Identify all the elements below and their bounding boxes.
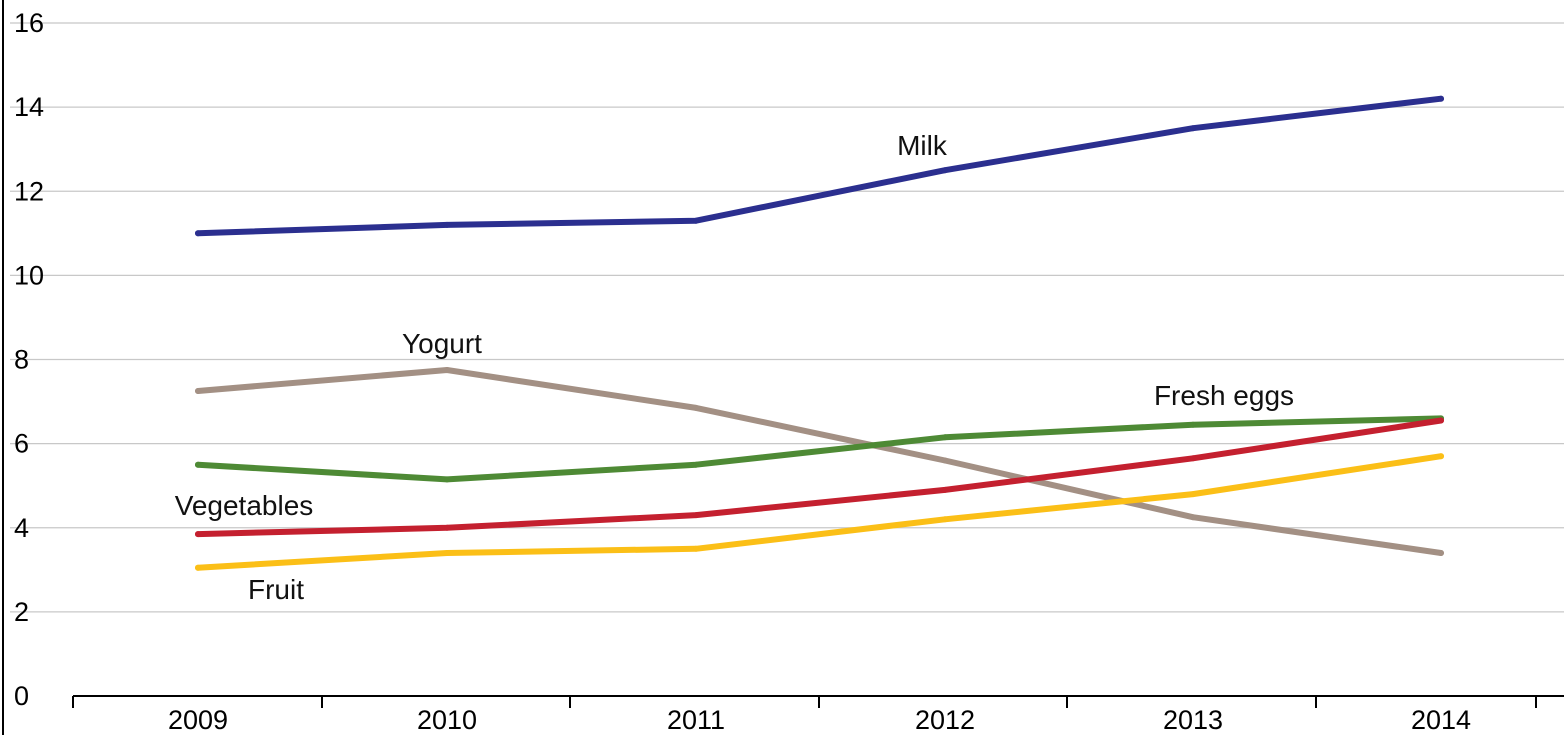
data-point-fruit — [1438, 453, 1444, 460]
data-point-fresh-eggs — [942, 434, 948, 441]
data-point-yogurt — [444, 367, 450, 373]
series-label-fresh-eggs: Fresh eggs — [1154, 380, 1294, 411]
data-point-yogurt — [1438, 550, 1444, 556]
data-point-yogurt — [1190, 514, 1196, 521]
series-labels: Milk Yogurt Fresh eggs Vegetables Fruit — [175, 130, 1294, 605]
x-tick-label: 2010 — [417, 705, 477, 735]
data-point-milk — [195, 230, 201, 237]
x-tick-label: 2011 — [667, 705, 725, 735]
data-point-milk — [1190, 125, 1196, 132]
series-line-yogurt — [195, 367, 1444, 556]
data-point-fresh-eggs — [693, 461, 699, 468]
y-tick-label: 0 — [14, 681, 29, 711]
y-tick-label: 4 — [14, 513, 29, 543]
x-tick-label: 2012 — [915, 705, 975, 735]
data-point-fresh-eggs — [1190, 421, 1196, 428]
series-label-milk: Milk — [897, 130, 948, 161]
series-label-yogurt: Yogurt — [402, 328, 482, 359]
data-point-fresh-eggs — [195, 461, 201, 468]
data-point-milk — [1438, 95, 1444, 102]
data-point-yogurt — [195, 388, 201, 394]
x-tick-label: 2009 — [168, 705, 228, 735]
data-point-fruit — [693, 545, 699, 552]
data-point-milk — [693, 217, 699, 224]
data-point-fruit — [444, 550, 450, 556]
y-tick-label: 10 — [14, 260, 44, 290]
data-point-vegetables — [942, 486, 948, 493]
data-point-fruit — [942, 516, 948, 523]
data-point-vegetables — [1438, 417, 1444, 424]
series-line-fresh-eggs — [195, 415, 1444, 483]
y-tick-label: 2 — [14, 597, 29, 627]
series-lines — [195, 95, 1444, 571]
data-point-fruit — [1190, 491, 1196, 498]
y-tick-label: 12 — [14, 176, 44, 206]
data-point-milk — [942, 167, 948, 174]
y-tick-label: 14 — [14, 92, 44, 122]
series-line-vegetables — [195, 417, 1444, 538]
y-tick-label: 6 — [14, 429, 29, 459]
data-point-fresh-eggs — [444, 476, 450, 483]
data-point-fruit — [195, 564, 201, 571]
y-tick-label: 8 — [14, 345, 29, 375]
y-tick-label: 16 — [14, 8, 44, 38]
data-point-vegetables — [195, 531, 201, 538]
data-point-vegetables — [693, 512, 699, 519]
data-point-milk — [444, 221, 450, 228]
data-point-vegetables — [444, 524, 450, 531]
data-point-vegetables — [1190, 455, 1196, 462]
series-line-fruit — [195, 453, 1444, 571]
gridlines — [10, 22, 1564, 613]
series-line-milk — [195, 95, 1444, 237]
series-label-vegetables: Vegetables — [175, 490, 314, 521]
data-point-yogurt — [693, 404, 699, 411]
x-tick-label: 2014 — [1411, 705, 1471, 735]
series-label-fruit: Fruit — [248, 574, 304, 605]
data-point-yogurt — [942, 457, 948, 464]
x-tick-label: 2013 — [1163, 705, 1223, 735]
